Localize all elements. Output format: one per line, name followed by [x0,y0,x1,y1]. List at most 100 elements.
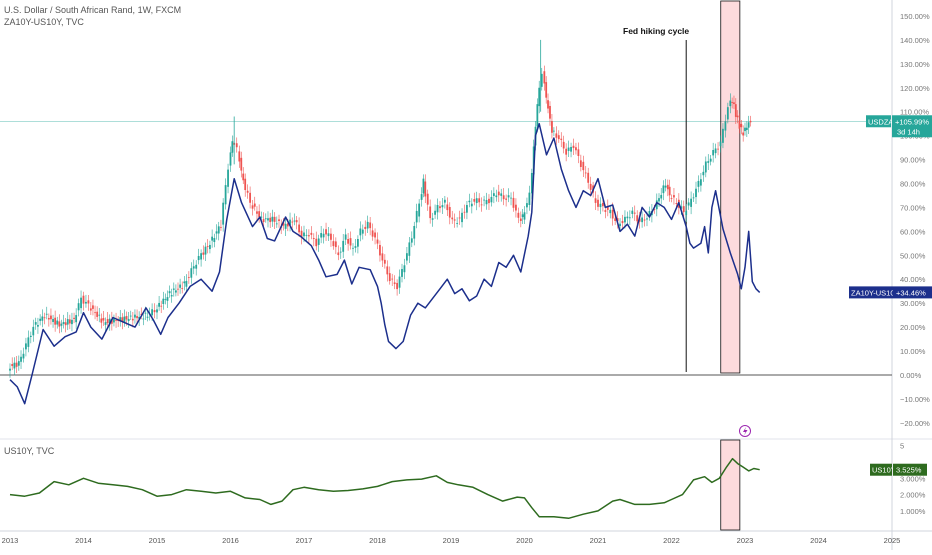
y-tick-label-lower: 2.000% [900,491,926,500]
usdzar-candle [688,202,690,205]
usdzar-candle [285,224,287,229]
us10y-value: 3.525% [896,466,922,475]
usdzar-candle [451,218,453,220]
y-tick-label-lower: 5 [900,442,904,451]
usdzar-candle [48,318,50,319]
x-tick-label: 2014 [75,536,92,545]
usdzar-candle [386,266,388,274]
usdzar-candle [350,238,352,245]
usdzar-candle [107,319,109,323]
usdzar-candle [218,226,220,233]
x-tick-label: 2018 [369,536,386,545]
usdzar-candle [25,343,27,349]
usdzar-candle [712,150,714,155]
usdzar-candle [179,285,181,288]
usdzar-candle [442,205,444,207]
usdzar-candle [503,195,505,199]
usdzar-candle [96,312,98,317]
usdzar-candle [136,316,138,318]
usdzar-candle [335,241,337,247]
usdzar-candle [71,320,73,324]
usdzar-candle [389,273,391,281]
usdzar-candle [254,204,256,207]
usdzar-candle [240,158,242,171]
usdzar-candle [401,269,403,277]
usdzar-candle [578,149,580,156]
usdzar-candle [9,369,11,371]
usdzar-candle [461,213,463,222]
usdzar-candle [278,219,280,221]
y-tick-label: 20.00% [900,323,926,332]
y-tick-label: 150.00% [900,12,930,21]
usdzar-candle [183,281,185,283]
usdzar-candle [391,279,393,280]
usdzar-candle [41,316,43,320]
usdzar-candle [575,147,577,150]
usdzar-candle [604,210,606,212]
usdzar-candle [418,204,420,217]
usdzar-candle [328,233,330,236]
usdzar-candle [134,315,136,318]
usdzar-candle [488,199,490,203]
usdzar-candle [553,131,555,132]
usdzar-candle [46,314,48,315]
usdzar-candle [269,218,271,222]
usdzar-candle [466,205,468,213]
usdzar-candle [85,302,87,304]
usdzar-candle [313,238,315,239]
usdzar-candle [340,252,342,253]
usdzar-candle [459,218,461,219]
usdzar-candle [61,324,63,326]
y-tick-label: 80.00% [900,179,926,188]
usdzar-candle [362,230,364,234]
usdzar-candle [105,322,107,325]
usdzar-candle [529,193,531,205]
usdzar-candle [429,206,431,218]
main-chart-subtitle: ZA10Y-US10Y, TVC [4,17,84,27]
usdzar-candle [151,309,153,315]
usdzar-candle [298,225,300,233]
usdzar-candle [211,237,213,241]
usdzar-candle [560,139,562,140]
usdzar-candle [220,227,222,228]
usdzar-candle [384,260,386,264]
usdzar-candle [147,317,149,318]
usdzar-candle [510,198,512,199]
usdzar-candle [454,219,456,220]
usdzar-candle [478,198,480,202]
usdzar-candle [427,194,429,205]
usdzar-value: +105.99% [895,117,929,126]
usdzar-candle [432,218,434,220]
usdzar-candle [685,211,687,215]
usdzar-candle [20,357,22,362]
usdzar-candle [729,101,731,107]
usdzar-candle [54,318,56,325]
usdzar-candle [202,253,204,255]
usdzar-candle [267,218,269,220]
y-tick-label: 30.00% [900,299,926,308]
usdzar-candle [50,316,52,320]
usdzar-candle [274,217,276,222]
usdzar-candle [622,221,624,223]
usdzar-candle [710,159,712,162]
usdzar-candle [473,199,475,202]
usdzar-candle [408,242,410,255]
usdzar-candle [230,152,232,165]
usdzar-candle [357,239,359,247]
usdzar-candle [493,193,495,196]
usdzar-candle [505,199,507,200]
usdzar-candle [238,151,240,161]
usdzar-candle [573,146,575,148]
y-tick-label-lower: 1.000% [900,507,926,516]
usdzar-candle [347,239,349,244]
usdzar-candle [665,186,667,188]
usdzar-candle [186,281,188,287]
usdzar-candle [160,306,162,307]
x-tick-label: 2019 [443,536,460,545]
usdzar-candle [476,198,478,203]
usdzar-candle [424,181,426,196]
usdzar-candle [130,316,132,317]
usdzar-candle [641,218,643,223]
x-tick-label: 2015 [149,536,166,545]
usdzar-candle [449,207,451,218]
